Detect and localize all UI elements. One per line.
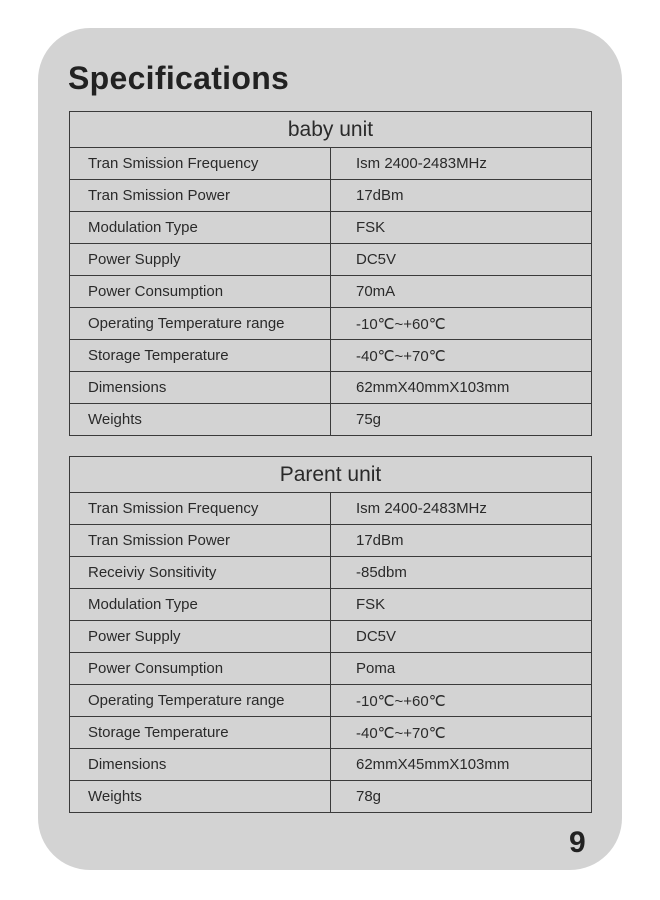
table-row: Tran Smission Power 17dBm xyxy=(69,179,592,212)
spec-value: FSK xyxy=(330,588,592,621)
spec-label: Weights xyxy=(69,780,331,813)
spec-value: -10℃~+60℃ xyxy=(330,307,592,340)
spec-label: Tran Smission Frequency xyxy=(69,147,331,180)
spec-label: Power Supply xyxy=(69,243,331,276)
spec-value: -40℃~+70℃ xyxy=(330,339,592,372)
spec-value: -10℃~+60℃ xyxy=(330,684,592,717)
spec-value: 75g xyxy=(330,403,592,436)
spec-label: Tran Smission Frequency xyxy=(69,492,331,525)
baby-unit-table: baby unit Tran Smission Frequency Ism 2400… xyxy=(69,111,592,436)
spec-value: DC5V xyxy=(330,243,592,276)
parent-unit-table: Parent unit Tran Smission Frequency Ism 24… xyxy=(69,456,592,813)
table-heading: baby unit xyxy=(69,111,592,148)
spec-label: Operating Temperature range xyxy=(69,684,331,717)
table-row: Dimensions 62mmX45mmX103mm xyxy=(69,748,592,781)
table-row: Receiviy Sonsitivity -85dbm xyxy=(69,556,592,589)
spec-value: Ism 2400-2483MHz xyxy=(330,492,592,525)
table-row: Tran Smission Frequency Ism 2400-2483MHz xyxy=(69,492,592,525)
spec-label: Power Supply xyxy=(69,620,331,653)
spec-label: Dimensions xyxy=(69,371,331,404)
spec-value: 78g xyxy=(330,780,592,813)
table-row: Tran Smission Power 17dBm xyxy=(69,524,592,557)
spec-label: Power Consumption xyxy=(69,652,331,685)
spec-value: 70mA xyxy=(330,275,592,308)
spec-value: -85dbm xyxy=(330,556,592,589)
table-row: Operating Temperature range -10℃~+60℃ xyxy=(69,684,592,717)
spec-label: Power Consumption xyxy=(69,275,331,308)
page-number: 9 xyxy=(569,826,586,859)
spec-value: DC5V xyxy=(330,620,592,653)
spec-label: Modulation Type xyxy=(69,588,331,621)
table-row: Storage Temperature -40℃~+70℃ xyxy=(69,339,592,372)
page-title: Specifications xyxy=(68,60,290,96)
spec-value: Poma xyxy=(330,652,592,685)
spec-label: Dimensions xyxy=(69,748,331,781)
spec-label: Modulation Type xyxy=(69,211,331,244)
spec-label: Storage Temperature xyxy=(69,716,331,749)
spec-value: FSK xyxy=(330,211,592,244)
table-row: Dimensions 62mmX40mmX103mm xyxy=(69,371,592,404)
spec-label: Storage Temperature xyxy=(69,339,331,372)
spec-value: 17dBm xyxy=(330,524,592,557)
spec-value: 62mmX45mmX103mm xyxy=(330,748,592,781)
spec-value: 62mmX40mmX103mm xyxy=(330,371,592,404)
table-row: Weights 75g xyxy=(69,403,592,436)
spec-value: -40℃~+70℃ xyxy=(330,716,592,749)
table-row: Storage Temperature -40℃~+70℃ xyxy=(69,716,592,749)
spec-label: Tran Smission Power xyxy=(69,524,331,557)
table-row: Power Supply DC5V xyxy=(69,243,592,276)
table-row: Modulation Type FSK xyxy=(69,588,592,621)
table-row: Weights 78g xyxy=(69,780,592,813)
table-row: Power Consumption Poma xyxy=(69,652,592,685)
spec-label: Operating Temperature range xyxy=(69,307,331,340)
spec-value: Ism 2400-2483MHz xyxy=(330,147,592,180)
table-row: Tran Smission Frequency Ism 2400-2483MHz xyxy=(69,147,592,180)
table-row: Operating Temperature range -10℃~+60℃ xyxy=(69,307,592,340)
spec-value: 17dBm xyxy=(330,179,592,212)
spec-label: Tran Smission Power xyxy=(69,179,331,212)
spec-label: Weights xyxy=(69,403,331,436)
spec-label: Receiviy Sonsitivity xyxy=(69,556,331,589)
table-row: Power Supply DC5V xyxy=(69,620,592,653)
table-heading: Parent unit xyxy=(69,456,592,493)
table-row: Power Consumption 70mA xyxy=(69,275,592,308)
table-row: Modulation Type FSK xyxy=(69,211,592,244)
